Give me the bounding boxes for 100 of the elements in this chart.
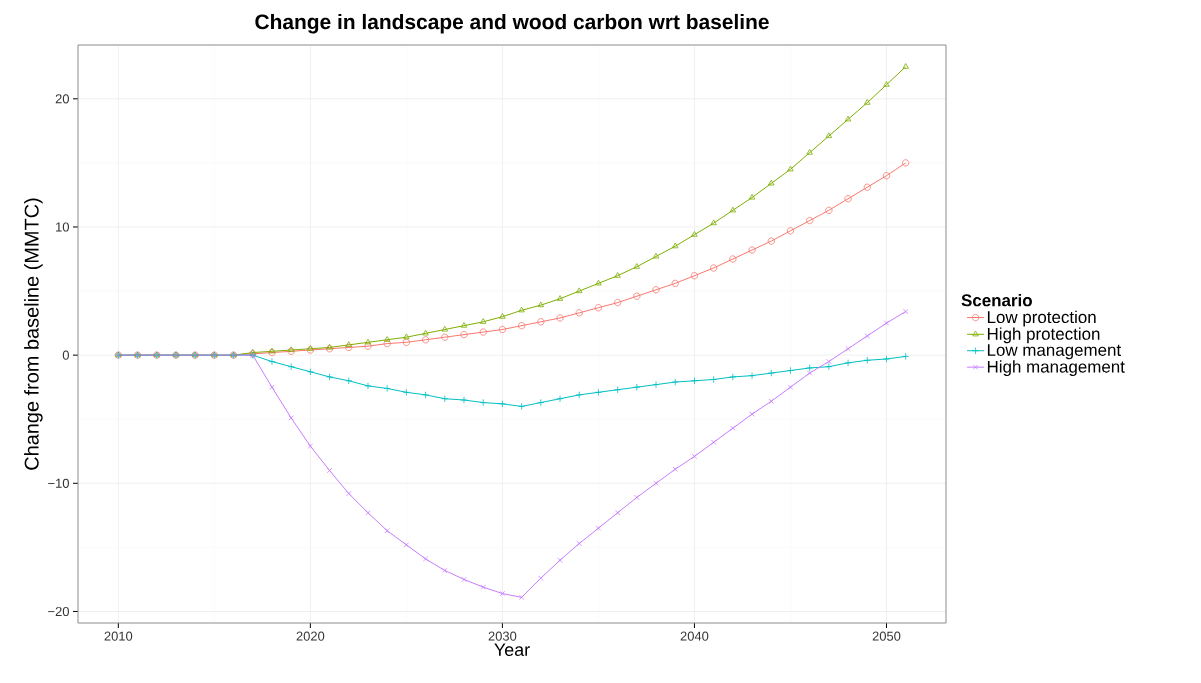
point: [672, 242, 679, 249]
point: [538, 575, 544, 581]
point: [365, 510, 371, 516]
x-tick-label: 2050: [872, 631, 901, 641]
point: [480, 584, 486, 590]
point: [903, 308, 909, 315]
point: [594, 304, 603, 312]
point: [749, 411, 755, 417]
point: [403, 333, 410, 340]
point: [498, 325, 506, 334]
point: [633, 383, 641, 391]
point: [287, 363, 295, 371]
point: [882, 355, 891, 363]
point: [345, 343, 353, 352]
point: [671, 279, 679, 287]
point: [614, 272, 621, 278]
point: [479, 328, 487, 336]
point: [537, 301, 544, 308]
legend-label: Low management: [987, 344, 1122, 360]
point: [902, 63, 909, 69]
point: [480, 318, 487, 324]
point: [729, 206, 737, 213]
point: [518, 306, 525, 313]
x-tick-label: 2010: [104, 631, 133, 641]
x-tick-label: 2020: [296, 631, 325, 641]
point: [384, 336, 391, 342]
point: [326, 467, 333, 474]
point: [767, 369, 775, 377]
point: [710, 375, 718, 384]
y-tick-label: −20: [48, 606, 69, 617]
point: [786, 366, 795, 375]
legend-label: Low protection: [987, 310, 1096, 327]
point: [442, 567, 448, 574]
point: [422, 329, 429, 336]
point: [614, 510, 621, 516]
point: [498, 400, 506, 408]
y-tick-label: 10: [56, 222, 69, 232]
point: [557, 557, 563, 563]
point: [825, 132, 833, 138]
point: [652, 381, 660, 389]
point: [576, 287, 583, 294]
point: [690, 377, 699, 385]
point: [479, 398, 487, 407]
legend-label: High management: [987, 360, 1125, 377]
point: [518, 402, 526, 411]
point: [288, 415, 294, 421]
point: [690, 272, 699, 280]
point: [729, 373, 737, 381]
point: [421, 391, 430, 399]
point: [537, 398, 545, 407]
point: [537, 318, 545, 326]
point: [594, 388, 603, 396]
point: [364, 342, 372, 350]
point: [633, 263, 640, 269]
point: [595, 279, 602, 286]
point: [460, 322, 468, 328]
point: [402, 388, 410, 396]
y-tick-label: 0: [62, 350, 69, 360]
point: [575, 309, 583, 317]
point: [634, 494, 640, 501]
point: [864, 333, 870, 339]
point: [748, 246, 756, 254]
point: [422, 556, 429, 562]
point: [825, 206, 833, 214]
point: [845, 346, 851, 352]
point: [268, 357, 276, 366]
legend-title: Scenario: [961, 293, 1032, 307]
point: [883, 320, 890, 326]
point: [460, 331, 468, 339]
point: [556, 314, 564, 322]
point: [864, 99, 871, 105]
point: [767, 237, 775, 245]
point: [902, 352, 910, 361]
point: [307, 443, 314, 449]
chart-title: Change in landscape and wood carbon wrt baseline: [255, 13, 769, 34]
point: [364, 338, 372, 345]
point: [671, 378, 679, 386]
point: [786, 227, 795, 235]
point: [863, 183, 871, 191]
point: [575, 391, 583, 399]
point: [345, 377, 353, 385]
point: [826, 358, 832, 365]
point: [691, 453, 698, 460]
y-tick-label: 20: [55, 94, 69, 104]
point: [460, 396, 468, 404]
point: [883, 81, 890, 87]
point: [882, 172, 891, 180]
point: [614, 298, 622, 307]
point: [768, 179, 775, 186]
point: [806, 149, 813, 155]
point: [691, 231, 698, 237]
point: [518, 322, 526, 330]
point: [844, 359, 852, 367]
point: [748, 193, 756, 200]
point: [325, 373, 334, 381]
y-tick-label: −10: [48, 478, 69, 488]
point: [844, 195, 852, 203]
x-axis-title: Year: [494, 643, 530, 657]
point: [499, 313, 506, 319]
point: [652, 252, 660, 259]
